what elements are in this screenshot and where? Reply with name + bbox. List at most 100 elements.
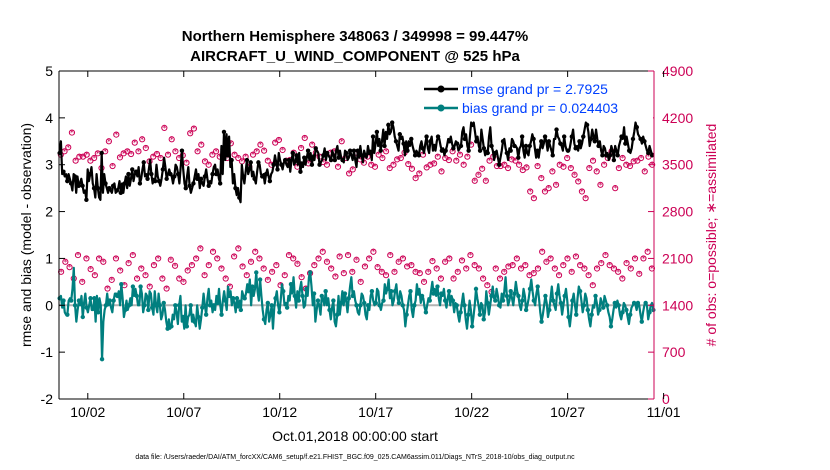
obs-count-marker-high (394, 156, 401, 163)
obs-count-marker-low-asterisk: * (430, 257, 434, 266)
obs-count-marker-high-asterisk: * (465, 153, 469, 162)
bias-series-point (493, 298, 498, 303)
obs-count-marker-low (100, 258, 107, 265)
rmse-series-point (126, 171, 131, 177)
rmse-series-point (114, 188, 120, 193)
bias-series-point (581, 303, 587, 308)
bias-series-point (412, 303, 417, 308)
y-left-tick-label: 0 (45, 297, 53, 313)
rmse-series-point (604, 153, 609, 158)
obs-count-marker-high-asterisk: * (414, 174, 418, 183)
obs-count-marker-high-asterisk: * (484, 177, 488, 186)
obs-count-marker-high (530, 195, 537, 202)
rmse-series-point (122, 181, 127, 186)
y-left-tick-label: 2 (45, 204, 53, 220)
obs-count-marker-high-asterisk: * (632, 157, 636, 166)
obs-count-marker-low-asterisk: * (101, 258, 105, 267)
bias-series-point (234, 296, 240, 301)
obs-count-marker-low (547, 255, 554, 262)
rmse-series-point (443, 148, 448, 153)
x-tick-label: 11/01 (647, 404, 681, 420)
bias-series-point (574, 312, 579, 317)
obs-count-marker-low (467, 251, 474, 259)
obs-count-marker-high-asterisk: * (358, 155, 362, 164)
obs-count-marker-high-asterisk: * (162, 124, 166, 133)
obs-count-marker-high-asterisk: * (144, 144, 148, 153)
rmse-series-point (187, 183, 192, 188)
obs-count-marker-low (349, 268, 356, 275)
obs-count-marker-high (486, 157, 493, 164)
obs-count-marker-low-asterisk: * (426, 268, 430, 277)
obs-count-marker-low-asterisk: * (515, 254, 519, 263)
obs-count-marker-low (294, 260, 301, 267)
obs-count-marker-low (572, 253, 580, 260)
obs-count-marker-high (453, 157, 460, 164)
bias-series-point (95, 310, 101, 315)
rmse-series-point (561, 134, 567, 139)
obs-count-marker-high (471, 177, 478, 184)
obs-count-marker-high-asterisk: * (598, 181, 602, 190)
obs-count-marker-low-asterisk: * (629, 264, 633, 273)
obs-count-marker-low (361, 263, 369, 270)
bias-series-point (342, 291, 348, 296)
legend-rmse-marker (437, 85, 445, 93)
obs-count-marker-high (309, 141, 316, 148)
obs-count-marker-high-asterisk: * (587, 164, 591, 173)
obs-count-marker-high (187, 130, 194, 137)
rmse-series-point (596, 143, 601, 149)
obs-count-marker-low (62, 258, 69, 265)
obs-count-marker-low (471, 262, 478, 269)
obs-count-marker-high (201, 158, 209, 165)
obs-count-marker-low (522, 262, 529, 269)
obs-count-marker-high-asterisk: * (321, 158, 325, 167)
obs-count-marker-high-asterisk: * (266, 157, 270, 166)
obs-count-marker-low-asterisk: * (169, 256, 173, 265)
rmse-series-point (72, 174, 78, 179)
obs-count-marker-low (353, 256, 360, 263)
rmse-series-point (466, 148, 471, 153)
obs-count-marker-high-asterisk: * (306, 159, 310, 168)
bias-series-point (72, 303, 78, 308)
bias-series-point (385, 286, 390, 292)
obs-count-marker-high (434, 153, 441, 160)
obs-count-marker-low-asterisk: * (295, 260, 299, 269)
obs-count-marker-low (79, 278, 86, 285)
y-left-tick-label: 3 (45, 157, 53, 173)
rmse-series-point (91, 185, 97, 191)
bias-series-point (523, 307, 529, 313)
bias-series-point (134, 293, 139, 299)
rmse-series-point (282, 157, 288, 163)
bias-series-point (647, 310, 652, 315)
obs-count-marker-high (135, 148, 142, 155)
obs-count-marker-high-asterisk: * (506, 164, 510, 173)
bias-series-point (512, 291, 517, 296)
obs-count-marker-high (249, 151, 257, 158)
obs-count-marker-high-asterisk: * (399, 154, 403, 163)
rmse-series-point (630, 136, 636, 142)
bias-series-point (153, 303, 159, 308)
obs-count-marker-low-asterisk: * (570, 268, 574, 277)
rmse-series-point (428, 139, 433, 144)
obs-count-marker-low-asterisk: * (625, 259, 629, 268)
obs-count-marker-high (161, 124, 168, 131)
rmse-series-point (458, 143, 464, 149)
obs-count-marker-high (183, 159, 190, 166)
obs-count-marker-low-asterisk: * (561, 261, 565, 270)
bias-series-point (408, 289, 413, 294)
obs-count-marker-high-asterisk: * (85, 151, 89, 160)
obs-count-marker-high-asterisk: * (125, 147, 129, 156)
bias-series-point (138, 284, 143, 289)
bias-series-point (92, 296, 97, 301)
plot-background (59, 71, 654, 399)
bias-series-point (254, 270, 259, 275)
legend: rmse grand pr = 2.7925 bias grand pr = 0… (419, 79, 653, 121)
obs-count-marker-low-asterisk: * (127, 259, 131, 268)
obs-count-marker-low-asterisk: * (333, 273, 337, 282)
obs-count-marker-low-asterisk: * (232, 252, 236, 261)
rmse-series-point (409, 136, 414, 142)
bias-series-point (331, 298, 336, 303)
obs-count-marker-high (275, 136, 282, 144)
bias-series-point (261, 317, 267, 322)
obs-count-marker-low-asterisk: * (257, 254, 261, 263)
obs-count-marker-high-asterisk: * (343, 154, 347, 163)
